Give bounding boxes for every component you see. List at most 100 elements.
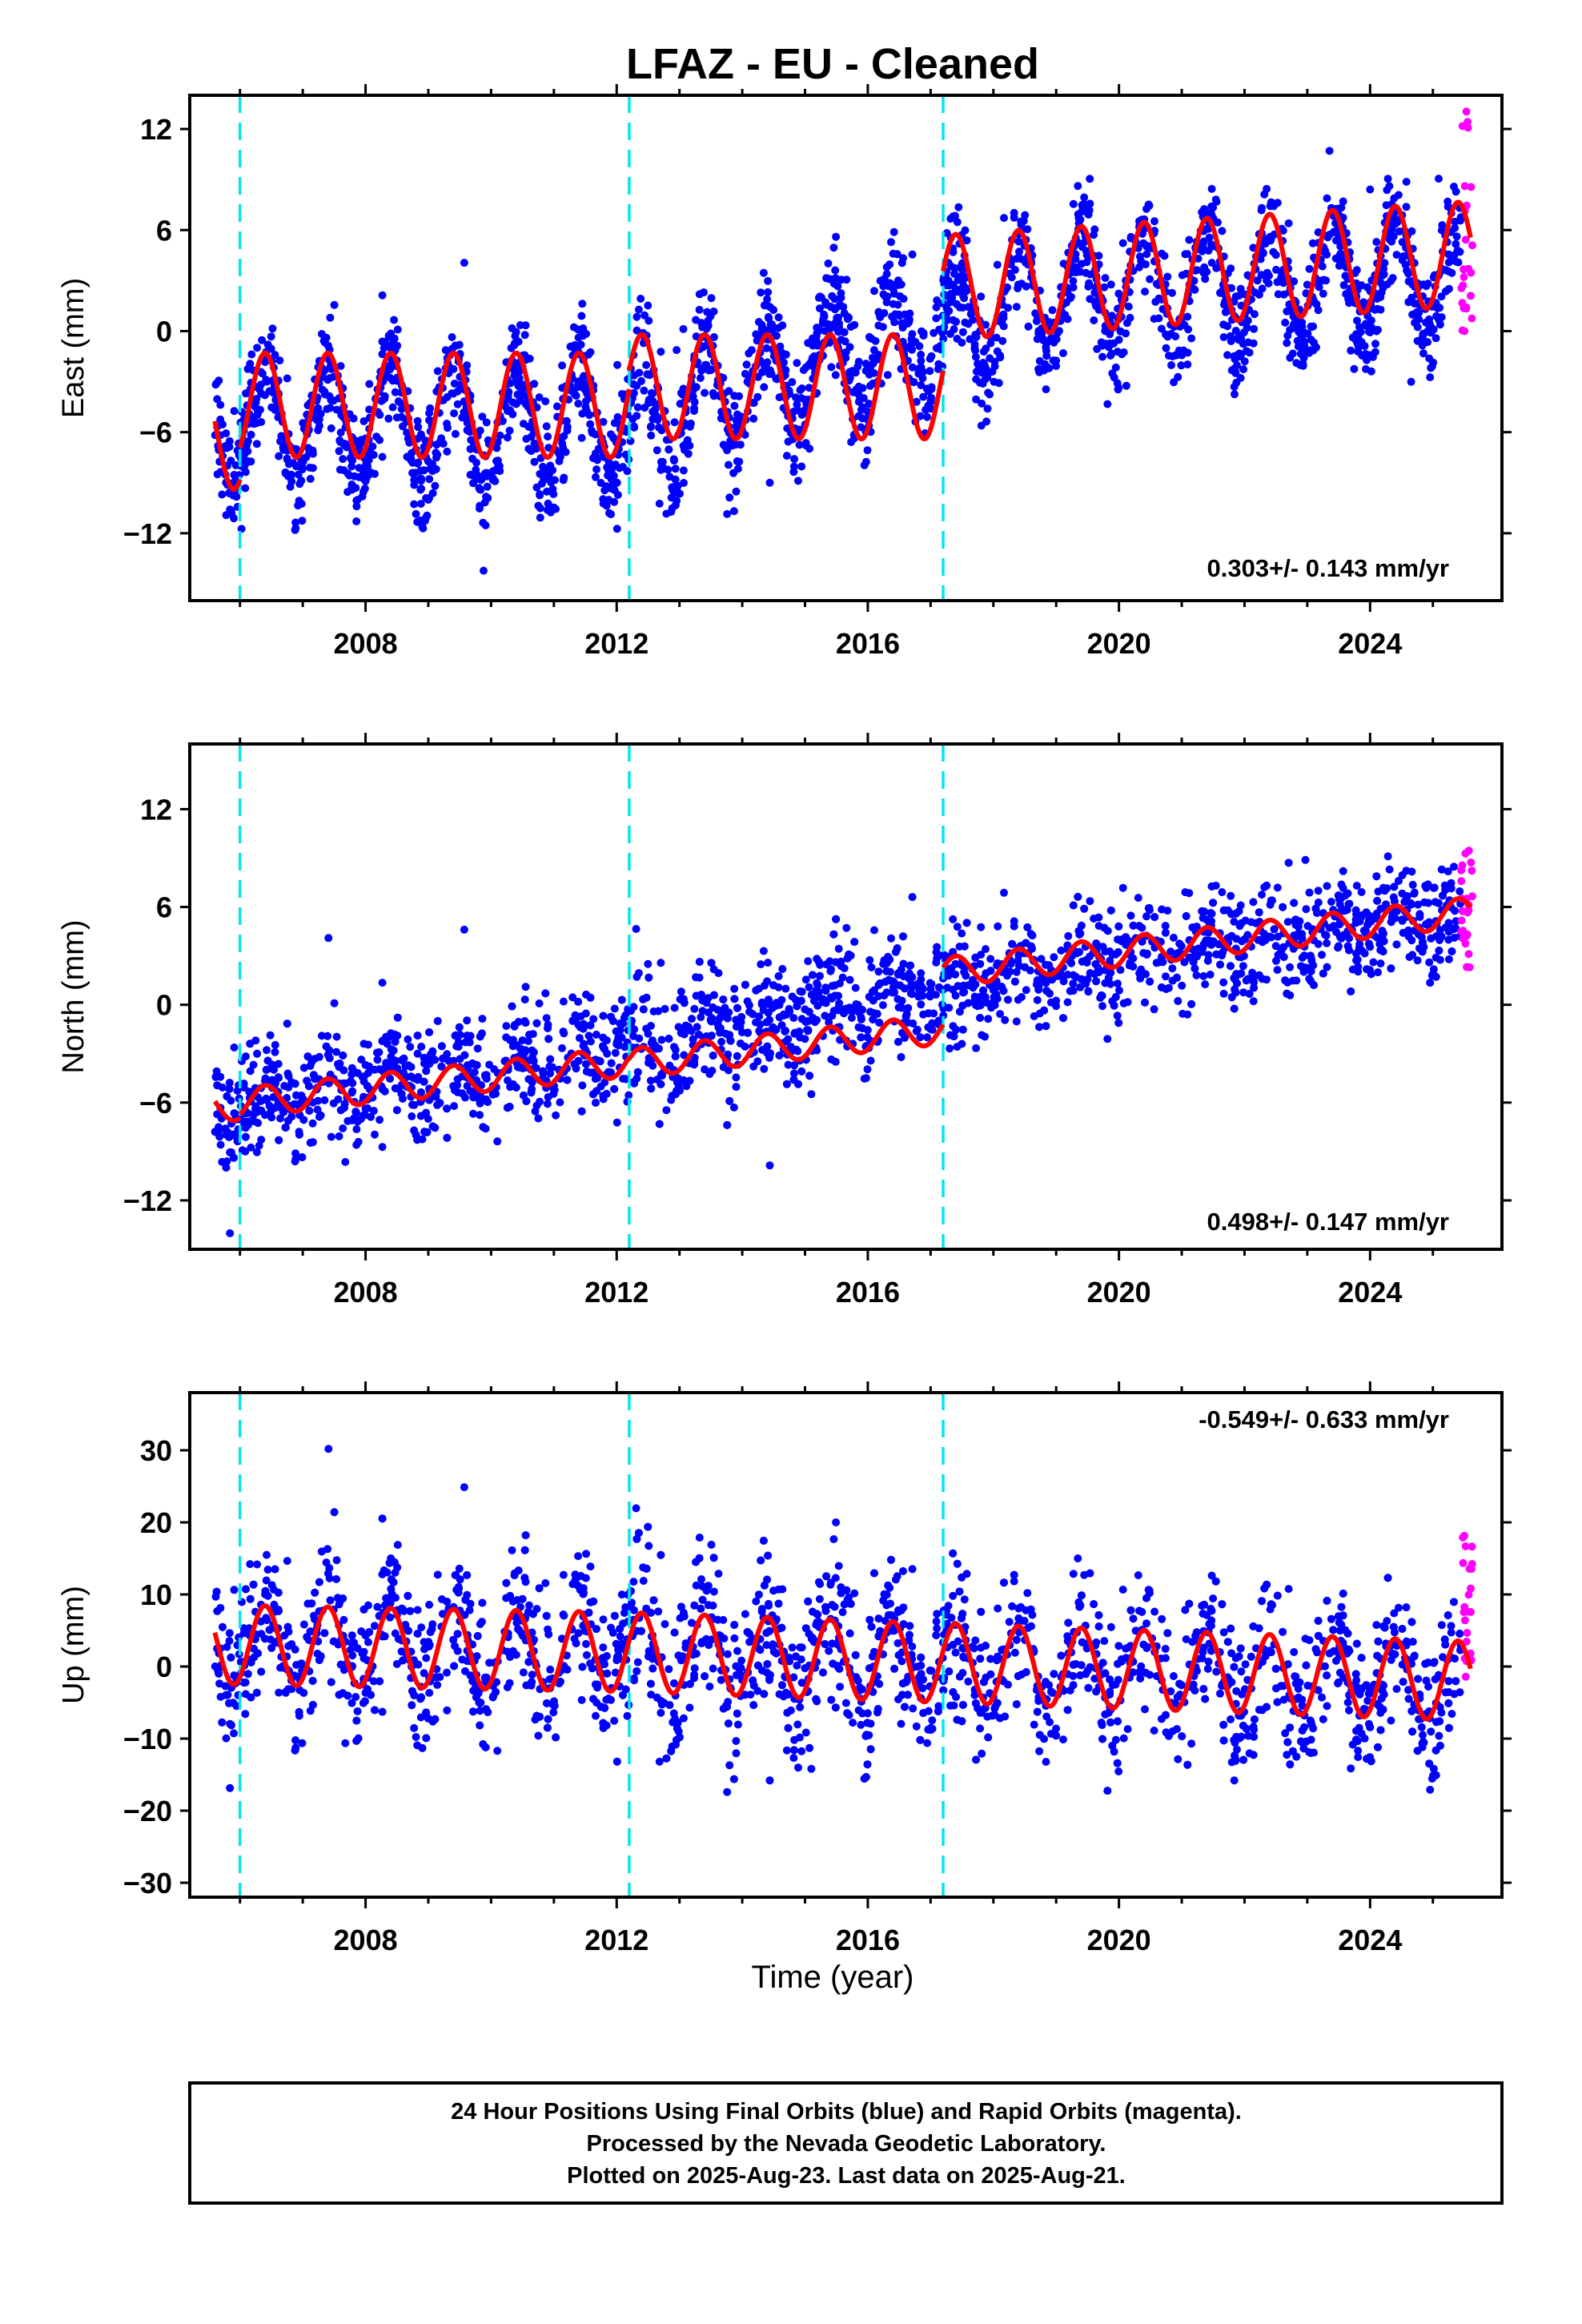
final-orbit-point [1052,362,1061,371]
final-orbit-point [254,408,263,417]
final-orbit-point [359,1111,367,1120]
final-orbit-point [723,509,732,518]
final-orbit-point [976,379,985,387]
final-orbit-point [629,422,638,431]
final-orbit-point [1129,963,1138,971]
final-orbit-point [793,359,801,368]
final-orbit-point [1183,360,1192,369]
final-orbit-point [218,490,227,499]
final-orbit-point [213,1081,222,1090]
final-orbit-point [613,360,622,369]
final-orbit-point [1371,340,1379,348]
final-orbit-point [1104,974,1113,982]
final-orbit-point [1270,925,1279,934]
final-orbit-point [1162,344,1170,352]
final-orbit-point [789,1069,798,1078]
final-orbit-point [1266,900,1275,909]
final-orbit-point [747,346,756,355]
final-orbit-point [387,1029,396,1038]
final-orbit-point [1174,372,1182,381]
final-orbit-point [1219,989,1228,998]
final-orbit-point [1273,883,1282,892]
final-orbit-point [575,1034,584,1043]
final-orbit-point [842,275,851,284]
final-orbit-point [784,437,793,446]
final-orbit-point [1379,883,1387,892]
final-orbit-point [406,1043,415,1051]
final-orbit-point [1086,175,1094,183]
final-orbit-point [283,1019,291,1028]
final-orbit-point [431,481,440,490]
final-orbit-point [1141,287,1149,296]
final-orbit-point [897,319,906,328]
final-orbit-point [397,404,406,413]
final-orbit-point [1422,282,1431,291]
final-orbit-point [493,438,502,447]
final-orbit-point [488,476,497,485]
final-orbit-point [348,1087,357,1096]
final-orbit-point [1323,963,1331,971]
final-orbit-point [990,1001,999,1009]
final-orbit-point [1021,211,1030,219]
final-orbit-point [1000,214,1008,223]
final-orbit-point [1249,997,1258,1006]
final-orbit-point [1110,1001,1118,1010]
final-orbit-point [237,525,246,533]
final-orbit-point [365,405,374,414]
final-orbit-point [759,947,768,955]
final-orbit-point [426,464,435,473]
final-orbit-point [805,444,814,453]
final-orbit-point [842,923,851,932]
final-orbit-point [1150,315,1158,324]
final-orbit-point [866,381,874,390]
final-orbit-point [364,1040,372,1049]
final-orbit-point [1401,260,1410,269]
final-orbit-point [1114,1019,1123,1027]
final-orbit-point [788,378,797,387]
final-orbit-point [1385,865,1394,874]
final-orbit-point [981,367,990,376]
final-orbit-point [1309,961,1318,970]
final-orbit-point [670,456,678,465]
final-orbit-point [847,1014,856,1022]
final-orbit-point [1377,279,1386,288]
final-orbit-point [484,493,492,502]
final-orbit-point [1082,959,1091,967]
final-orbit-point [327,1132,335,1141]
final-orbit-point [241,444,250,452]
plot-frame [188,94,1504,602]
final-orbit-point [863,446,872,455]
final-orbit-point [1414,900,1423,909]
final-orbit-point [893,995,902,1003]
final-orbit-point [335,1132,343,1140]
y-tick-label: 6 [156,214,172,247]
final-orbit-point [1203,915,1211,924]
final-orbit-point [519,391,528,400]
final-orbit-point [1150,1005,1158,1014]
final-orbit-point [1283,339,1291,348]
final-orbit-point [1094,251,1103,260]
final-orbit-point [873,355,881,364]
final-orbit-point [900,984,909,993]
final-orbit-point [1432,312,1441,320]
final-orbit-point [874,981,883,990]
final-orbit-point [647,431,656,440]
final-orbit-point [1307,322,1315,331]
final-orbit-point [1348,333,1357,342]
final-orbit-point [591,449,600,458]
final-orbit-point [685,441,694,450]
final-orbit-point [529,1048,538,1056]
final-orbit-point [707,294,716,303]
final-orbit-point [1111,363,1120,372]
final-orbit-point [294,1100,303,1108]
final-orbit-point [283,374,291,383]
final-orbit-point [422,1128,431,1137]
final-orbit-point [662,1106,671,1115]
final-orbit-point [953,923,962,931]
final-orbit-point [733,1051,741,1060]
final-orbit-point [1227,332,1235,340]
final-orbit-point [1383,186,1391,195]
final-orbit-point [1218,287,1227,296]
final-orbit-point [1325,147,1334,155]
final-orbit-point [1271,942,1280,951]
